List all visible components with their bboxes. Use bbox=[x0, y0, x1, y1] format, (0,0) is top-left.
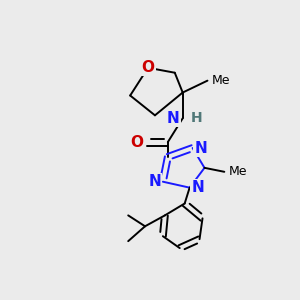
Text: Me: Me bbox=[228, 165, 247, 178]
Text: Me: Me bbox=[212, 74, 230, 87]
Text: N: N bbox=[192, 180, 204, 195]
Text: O: O bbox=[142, 60, 154, 75]
Text: H: H bbox=[190, 111, 202, 125]
Text: N: N bbox=[148, 174, 161, 189]
Text: O: O bbox=[130, 135, 143, 150]
Text: N: N bbox=[167, 111, 180, 126]
Text: N: N bbox=[195, 140, 207, 155]
